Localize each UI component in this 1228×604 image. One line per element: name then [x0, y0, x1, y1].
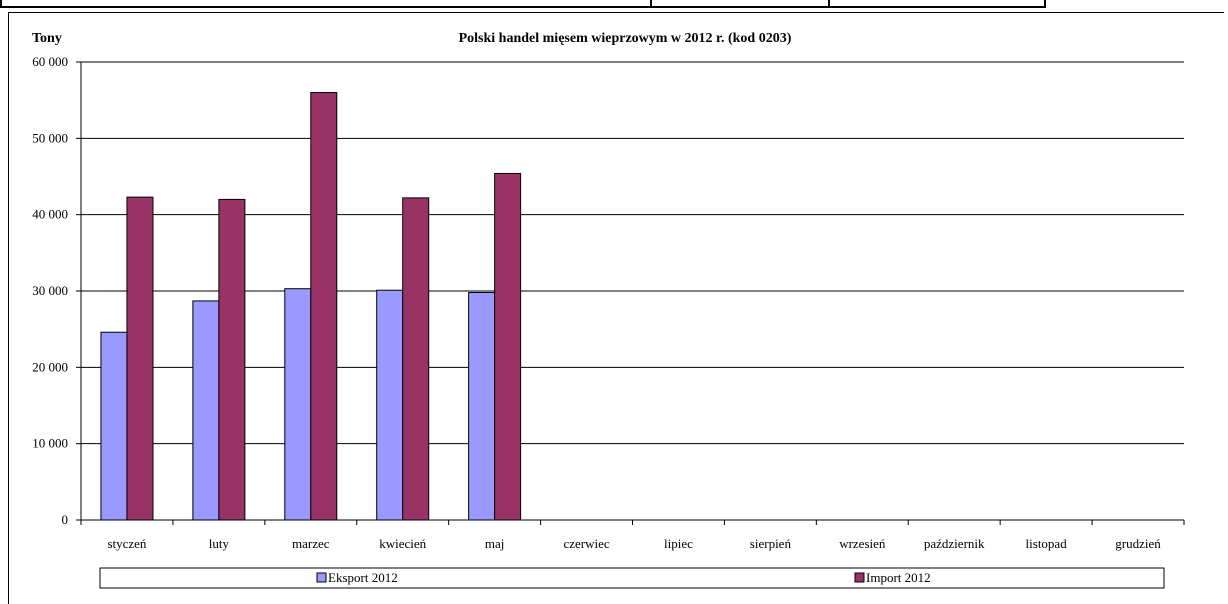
chart-frame: [8, 12, 1224, 604]
x-tick-label: kwiecień: [379, 536, 426, 551]
y-tick-labels: 0 10 000 20 000 30 000 40 000 50 000 60 000: [32, 54, 68, 527]
bars-group: [100, 92, 522, 521]
y-tick-label: 0: [62, 512, 69, 527]
x-tick-label: luty: [209, 536, 230, 551]
x-tick-label: marzec: [292, 536, 330, 551]
bar: [284, 288, 312, 521]
gridlines: [81, 61, 1184, 445]
y-tick-label: 30 000: [32, 283, 68, 298]
bar: [192, 300, 220, 521]
y-tick-label: 20 000: [32, 359, 68, 374]
chart-title: Polski handel mięsem wieprzowym w 2012 r…: [459, 31, 792, 46]
y-tick-label: 60 000: [32, 54, 68, 69]
legend-swatch: [316, 572, 327, 583]
y-tick-label: 10 000: [32, 436, 68, 451]
x-tick-label: lipiec: [664, 536, 693, 551]
legend-label: Import 2012: [866, 570, 931, 585]
legend-box: [99, 567, 1165, 589]
x-tick-label: grudzień: [1115, 536, 1161, 551]
bar: [218, 198, 246, 521]
top-strip-divider: [650, 0, 652, 8]
x-tick-label: sierpień: [750, 536, 792, 551]
bar: [126, 196, 154, 521]
bar: [100, 331, 128, 521]
top-strip-divider: [828, 0, 830, 8]
bar: [310, 92, 338, 521]
y-tick-label: 40 000: [32, 207, 68, 222]
bar: [494, 172, 522, 521]
x-tick-labels: styczeń luty marzec kwiecień maj czerwiec lipi…: [107, 536, 1161, 551]
x-tick-label: wrzesień: [839, 536, 886, 551]
bar: [402, 197, 430, 521]
x-tick-label: styczeń: [107, 536, 146, 551]
x-tick-label: czerwiec: [563, 536, 609, 551]
top-border-strip: [0, 0, 1046, 8]
x-tick-label: maj: [485, 536, 505, 551]
legend: Eksport 2012 Import 2012: [99, 567, 1165, 589]
x-tick-label: październik: [924, 536, 985, 551]
x-tick-label: listopad: [1026, 536, 1068, 551]
bar: [376, 289, 404, 521]
y-tick-label: 50 000: [32, 130, 68, 145]
bar: [468, 292, 496, 521]
legend-label: Eksport 2012: [328, 570, 398, 585]
axes: [76, 61, 1185, 525]
y-axis-label: Tony: [32, 31, 62, 46]
legend-swatch: [854, 572, 865, 583]
